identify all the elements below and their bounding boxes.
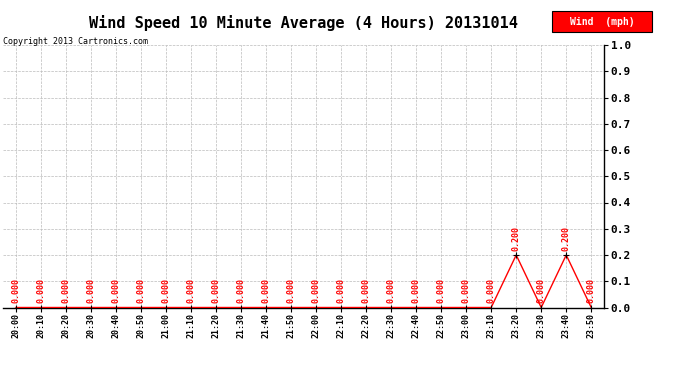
Text: 0.000: 0.000 [462, 278, 471, 303]
Text: 0.000: 0.000 [537, 278, 546, 303]
Text: 0.000: 0.000 [86, 278, 95, 303]
Text: 0.000: 0.000 [437, 278, 446, 303]
Text: 0.200: 0.200 [562, 226, 571, 251]
Text: 0.000: 0.000 [386, 278, 395, 303]
Text: 0.000: 0.000 [237, 278, 246, 303]
Text: Copyright 2013 Cartronics.com: Copyright 2013 Cartronics.com [3, 38, 148, 46]
Text: 0.000: 0.000 [486, 278, 495, 303]
Text: Wind Speed 10 Minute Average (4 Hours) 20131014: Wind Speed 10 Minute Average (4 Hours) 2… [89, 15, 518, 31]
Text: 0.000: 0.000 [161, 278, 170, 303]
Text: 0.000: 0.000 [112, 278, 121, 303]
Text: 0.000: 0.000 [312, 278, 321, 303]
Text: 0.000: 0.000 [362, 278, 371, 303]
Text: 0.000: 0.000 [37, 278, 46, 303]
Text: Wind  (mph): Wind (mph) [570, 16, 634, 27]
Text: 0.000: 0.000 [61, 278, 70, 303]
Text: 0.000: 0.000 [212, 278, 221, 303]
Text: 0.000: 0.000 [137, 278, 146, 303]
Text: 0.000: 0.000 [262, 278, 270, 303]
Text: 0.200: 0.200 [512, 226, 521, 251]
Text: 0.000: 0.000 [337, 278, 346, 303]
Text: 0.000: 0.000 [186, 278, 195, 303]
Text: 0.000: 0.000 [286, 278, 295, 303]
Text: 0.000: 0.000 [412, 278, 421, 303]
Text: 0.000: 0.000 [586, 278, 595, 303]
Text: 0.000: 0.000 [12, 278, 21, 303]
